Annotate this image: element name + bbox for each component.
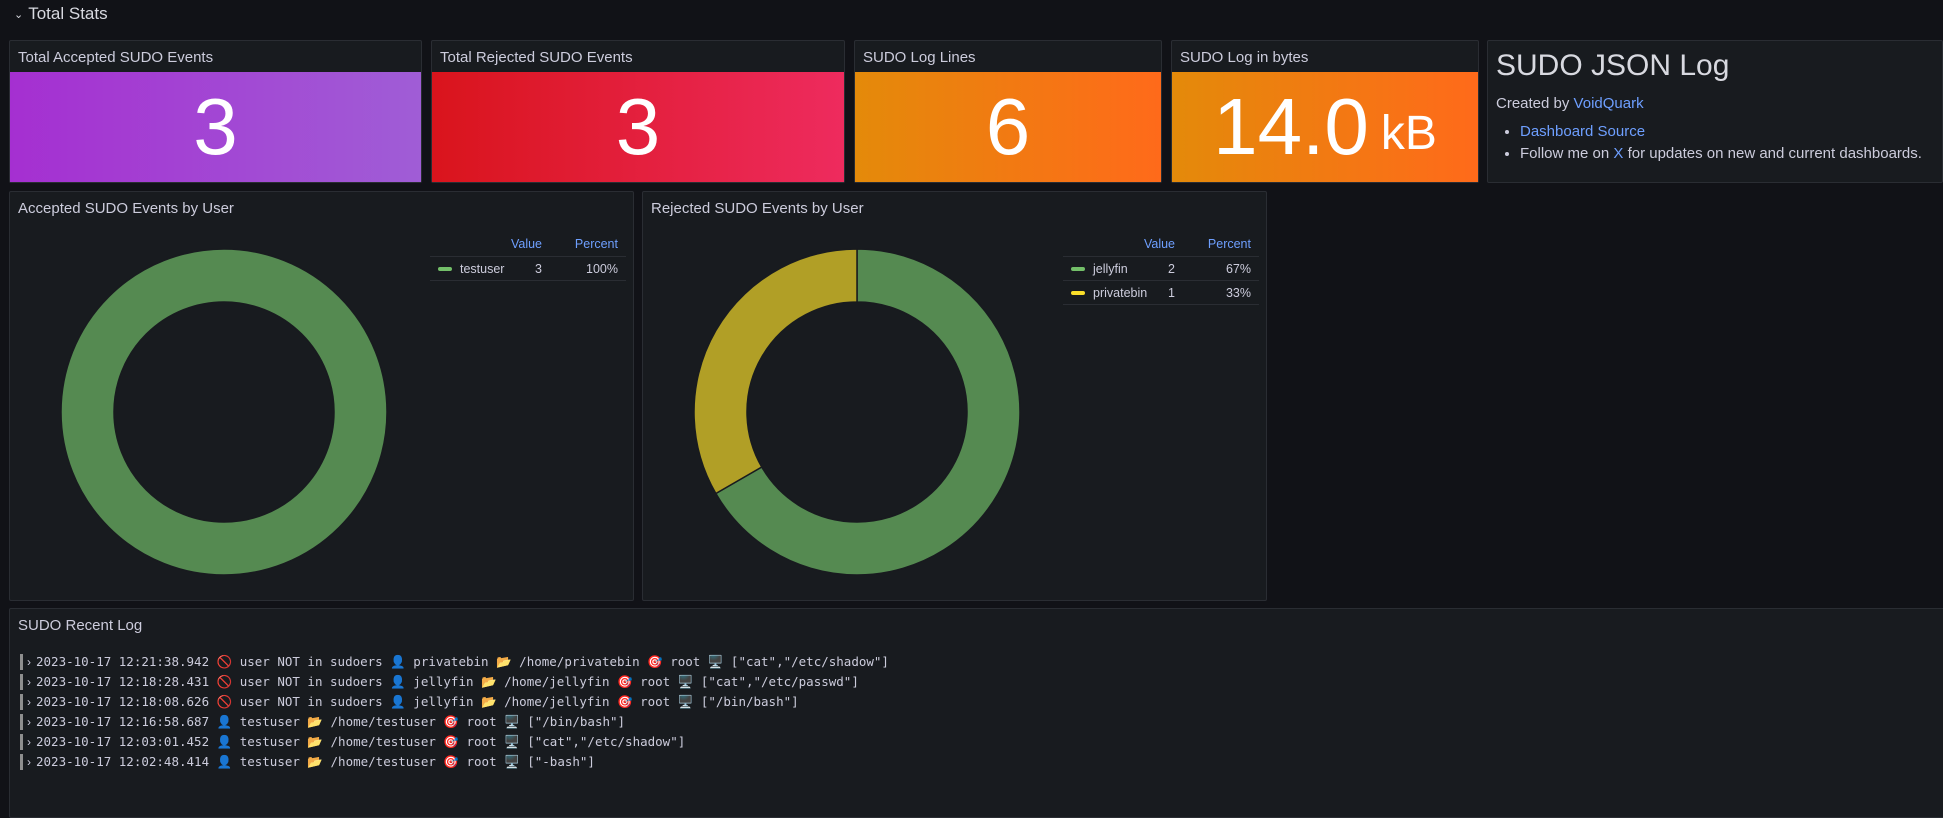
legend-row[interactable]: testuser 3 100% [430,256,626,281]
legend-name: privatebin [1093,286,1148,300]
stat-panel: SUDO Log Lines 6 [854,40,1162,183]
panel-title: SUDO Log in bytes [1180,49,1309,66]
stat-value-box: 6 [855,72,1161,182]
row-header[interactable]: ⌄ Total Stats [14,4,108,24]
item-text: for updates on new and current dashboard… [1627,145,1922,162]
stat-panel: Total Rejected SUDO Events 3 [431,40,845,183]
legend-header-value: Value [1143,237,1175,251]
legend-header: Value Percent [430,232,626,256]
stat-unit: kB [1380,106,1437,160]
legend-header-percent: Percent [574,237,618,251]
item-text: Follow me on [1520,145,1610,162]
pie-panel: Rejected SUDO Events by User Value Percent… [642,191,1267,601]
stat-value-box: 3 [432,72,844,182]
log-level-bar [20,714,23,730]
stat-value: 14.0 [1213,82,1369,171]
created-by-label: Created by [1496,95,1570,112]
legend-percent: 33% [1225,286,1251,300]
log-text: 2023-10-17 12:21:38.942 🚫 user NOT in su… [36,654,889,669]
stat-value-box: 14.0 kB [1172,72,1478,182]
stat-value: 3 [193,82,238,171]
link-list: Dashboard Source Follow me on X for updat… [1488,121,1943,165]
legend: Value Percent testuser 3 100% [430,232,626,281]
expand-chevron: › [27,655,31,669]
log-line[interactable]: › 2023-10-17 12:21:38.942 🚫 user NOT in s… [20,653,889,671]
legend-percent: 67% [1225,262,1251,276]
legend-swatch [438,267,452,271]
legend-row[interactable]: privatebin 1 33% [1063,280,1259,305]
panel-title: Total Rejected SUDO Events [440,49,633,66]
legend-name: testuser [460,262,505,276]
chevron-icon: ⌄ [14,8,24,21]
legend-row[interactable]: jellyfin 2 67% [1063,256,1259,280]
expand-chevron: › [27,755,31,769]
donut-chart [693,248,1021,576]
stat-panel: SUDO Log in bytes 14.0 kB [1171,40,1479,183]
list-item: Follow me on X for updates on new and cu… [1520,143,1943,165]
log-line[interactable]: › 2023-10-17 12:16:58.687 👤 testuser 📂 /h… [20,713,625,731]
created-by: Created by VoidQuark [1496,95,1644,112]
list-item: Dashboard Source [1520,121,1943,143]
log-line[interactable]: › 2023-10-17 12:18:08.626 🚫 user NOT in s… [20,693,799,711]
log-line[interactable]: › 2023-10-17 12:02:48.414 👤 testuser 📂 /h… [20,753,595,771]
legend-header-value: Value [510,237,542,251]
text-panel: SUDO JSON Log Created by VoidQuark Dashboa… [1487,40,1943,183]
stat-value: 6 [985,82,1031,171]
text-title: SUDO JSON Log [1496,49,1730,82]
stat-value: 3 [615,82,661,171]
legend-header: Value Percent [1063,232,1259,256]
legend-value: 1 [1168,286,1175,300]
log-text: 2023-10-17 12:18:08.626 🚫 user NOT in su… [36,694,799,709]
log-line[interactable]: › 2023-10-17 12:03:01.452 👤 testuser 📂 /h… [20,733,685,751]
panel-title: SUDO Log Lines [863,49,976,66]
item-link[interactable]: Dashboard Source [1520,123,1646,140]
expand-chevron: › [27,735,31,749]
log-level-bar [20,694,23,710]
legend-name: jellyfin [1093,262,1128,276]
stat-value-box: 3 [10,72,421,182]
pie-panel: Accepted SUDO Events by User Value Percent… [9,191,634,601]
panel-title: Total Accepted SUDO Events [18,49,214,66]
stat-panel: Total Accepted SUDO Events 3 [9,40,422,183]
legend-header-percent: Percent [1207,237,1251,251]
log-text: 2023-10-17 12:16:58.687 👤 testuser 📂 /ho… [36,714,626,729]
donut-chart [60,248,388,576]
legend-percent: 100% [586,262,618,276]
panel-title: Rejected SUDO Events by User [651,200,864,217]
log-level-bar [20,674,23,690]
legend-swatch [1071,267,1085,271]
panel-title: SUDO Recent Log [18,617,143,634]
donut-slice [693,248,858,495]
legend: Value Percent jellyfin 2 67% privatebin 1 33% [1063,232,1259,305]
donut-slice [714,248,1021,576]
item-link[interactable]: X [1613,145,1624,162]
row-title: Total Stats [28,4,108,23]
panel-title: Accepted SUDO Events by User [18,200,234,217]
log-text: 2023-10-17 12:18:28.431 🚫 user NOT in su… [36,674,859,689]
log-level-bar [20,734,23,750]
legend-value: 3 [535,262,542,276]
log-line[interactable]: › 2023-10-17 12:18:28.431 🚫 user NOT in s… [20,673,859,691]
log-panel: SUDO Recent Log › 2023-10-17 12:21:38.942 … [9,608,1943,818]
legend-swatch [1071,291,1085,295]
log-level-bar [20,654,23,670]
expand-chevron: › [27,695,31,709]
log-text: 2023-10-17 12:02:48.414 👤 testuser 📂 /ho… [36,754,595,769]
expand-chevron: › [27,715,31,729]
author-link[interactable]: VoidQuark [1573,95,1644,112]
log-level-bar [20,754,23,770]
legend-value: 2 [1168,262,1175,276]
donut-slice [60,248,388,576]
log-text: 2023-10-17 12:03:01.452 👤 testuser 📂 /ho… [36,734,686,749]
expand-chevron: › [27,675,31,689]
